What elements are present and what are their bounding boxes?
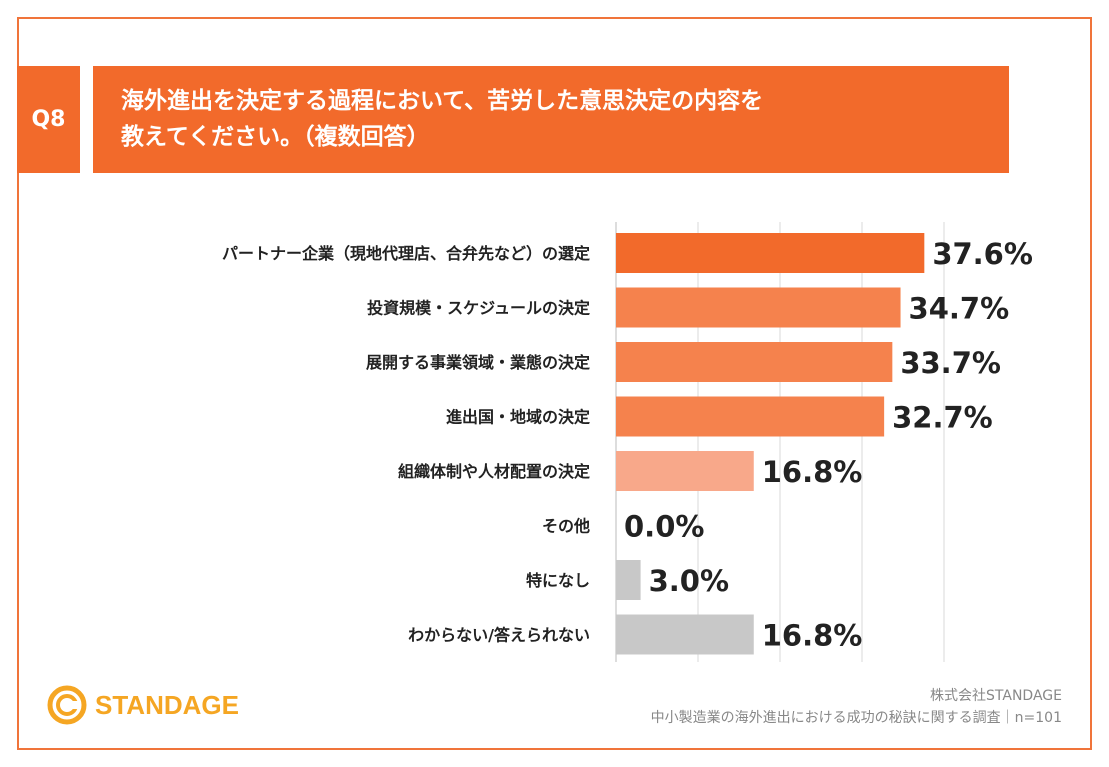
value-label-7: 16.8% bbox=[762, 619, 863, 653]
category-label-2: 展開する事業領域・業態の決定 bbox=[366, 353, 590, 372]
bar-6 bbox=[616, 560, 641, 600]
chart-frame bbox=[17, 17, 1092, 750]
standage-logo-icon bbox=[47, 685, 87, 725]
value-label-2: 33.7% bbox=[900, 346, 1001, 380]
bar-7 bbox=[616, 614, 754, 655]
credit-survey: 中小製造業の海外進出における成功の秘訣に関する調査｜n=101 bbox=[650, 710, 1062, 726]
question-text-line-2: 教えてください。（複数回答） bbox=[121, 124, 430, 150]
credit-company: 株式会社STANDAGE bbox=[930, 688, 1062, 704]
category-label-6: 特になし bbox=[526, 571, 590, 590]
bar-4 bbox=[616, 451, 754, 491]
question-number-badge: Q8 bbox=[17, 66, 80, 173]
category-label-5: その他 bbox=[542, 517, 590, 536]
credit: 株式会社STANDAGE 中小製造業の海外進出における成功の秘訣に関する調査｜n… bbox=[651, 685, 1062, 729]
category-label-3: 進出国・地域の決定 bbox=[446, 408, 590, 427]
bar-1 bbox=[616, 287, 901, 328]
value-label-5: 0.0% bbox=[624, 510, 704, 544]
bar-0 bbox=[616, 233, 925, 273]
value-label-3: 32.7% bbox=[892, 401, 993, 435]
bar-3 bbox=[616, 396, 885, 437]
value-label-0: 37.6% bbox=[932, 237, 1033, 271]
bar-2 bbox=[616, 342, 893, 382]
value-label-6: 3.0% bbox=[649, 564, 729, 598]
logo-text: STANDAGE bbox=[95, 689, 239, 720]
category-label-7: わからない/答えられない bbox=[408, 626, 590, 645]
value-label-1: 34.7% bbox=[909, 292, 1010, 326]
value-label-4: 16.8% bbox=[762, 455, 863, 489]
category-label-1: 投資規模・スケジュールの決定 bbox=[367, 299, 590, 318]
category-label-0: パートナー企業（現地代理店、合弁先など）の選定 bbox=[222, 244, 590, 263]
question-banner: 海外進出を決定する過程において、苦労した意思決定の内容を 教えてください。（複数… bbox=[93, 66, 1009, 173]
category-label-4: 組織体制や人材配置の決定 bbox=[398, 462, 590, 481]
standage-logo: STANDAGE bbox=[47, 683, 239, 727]
question-text-line-1: 海外進出を決定する過程において、苦労した意思決定の内容を bbox=[121, 88, 764, 114]
question-number: Q8 bbox=[31, 107, 66, 132]
